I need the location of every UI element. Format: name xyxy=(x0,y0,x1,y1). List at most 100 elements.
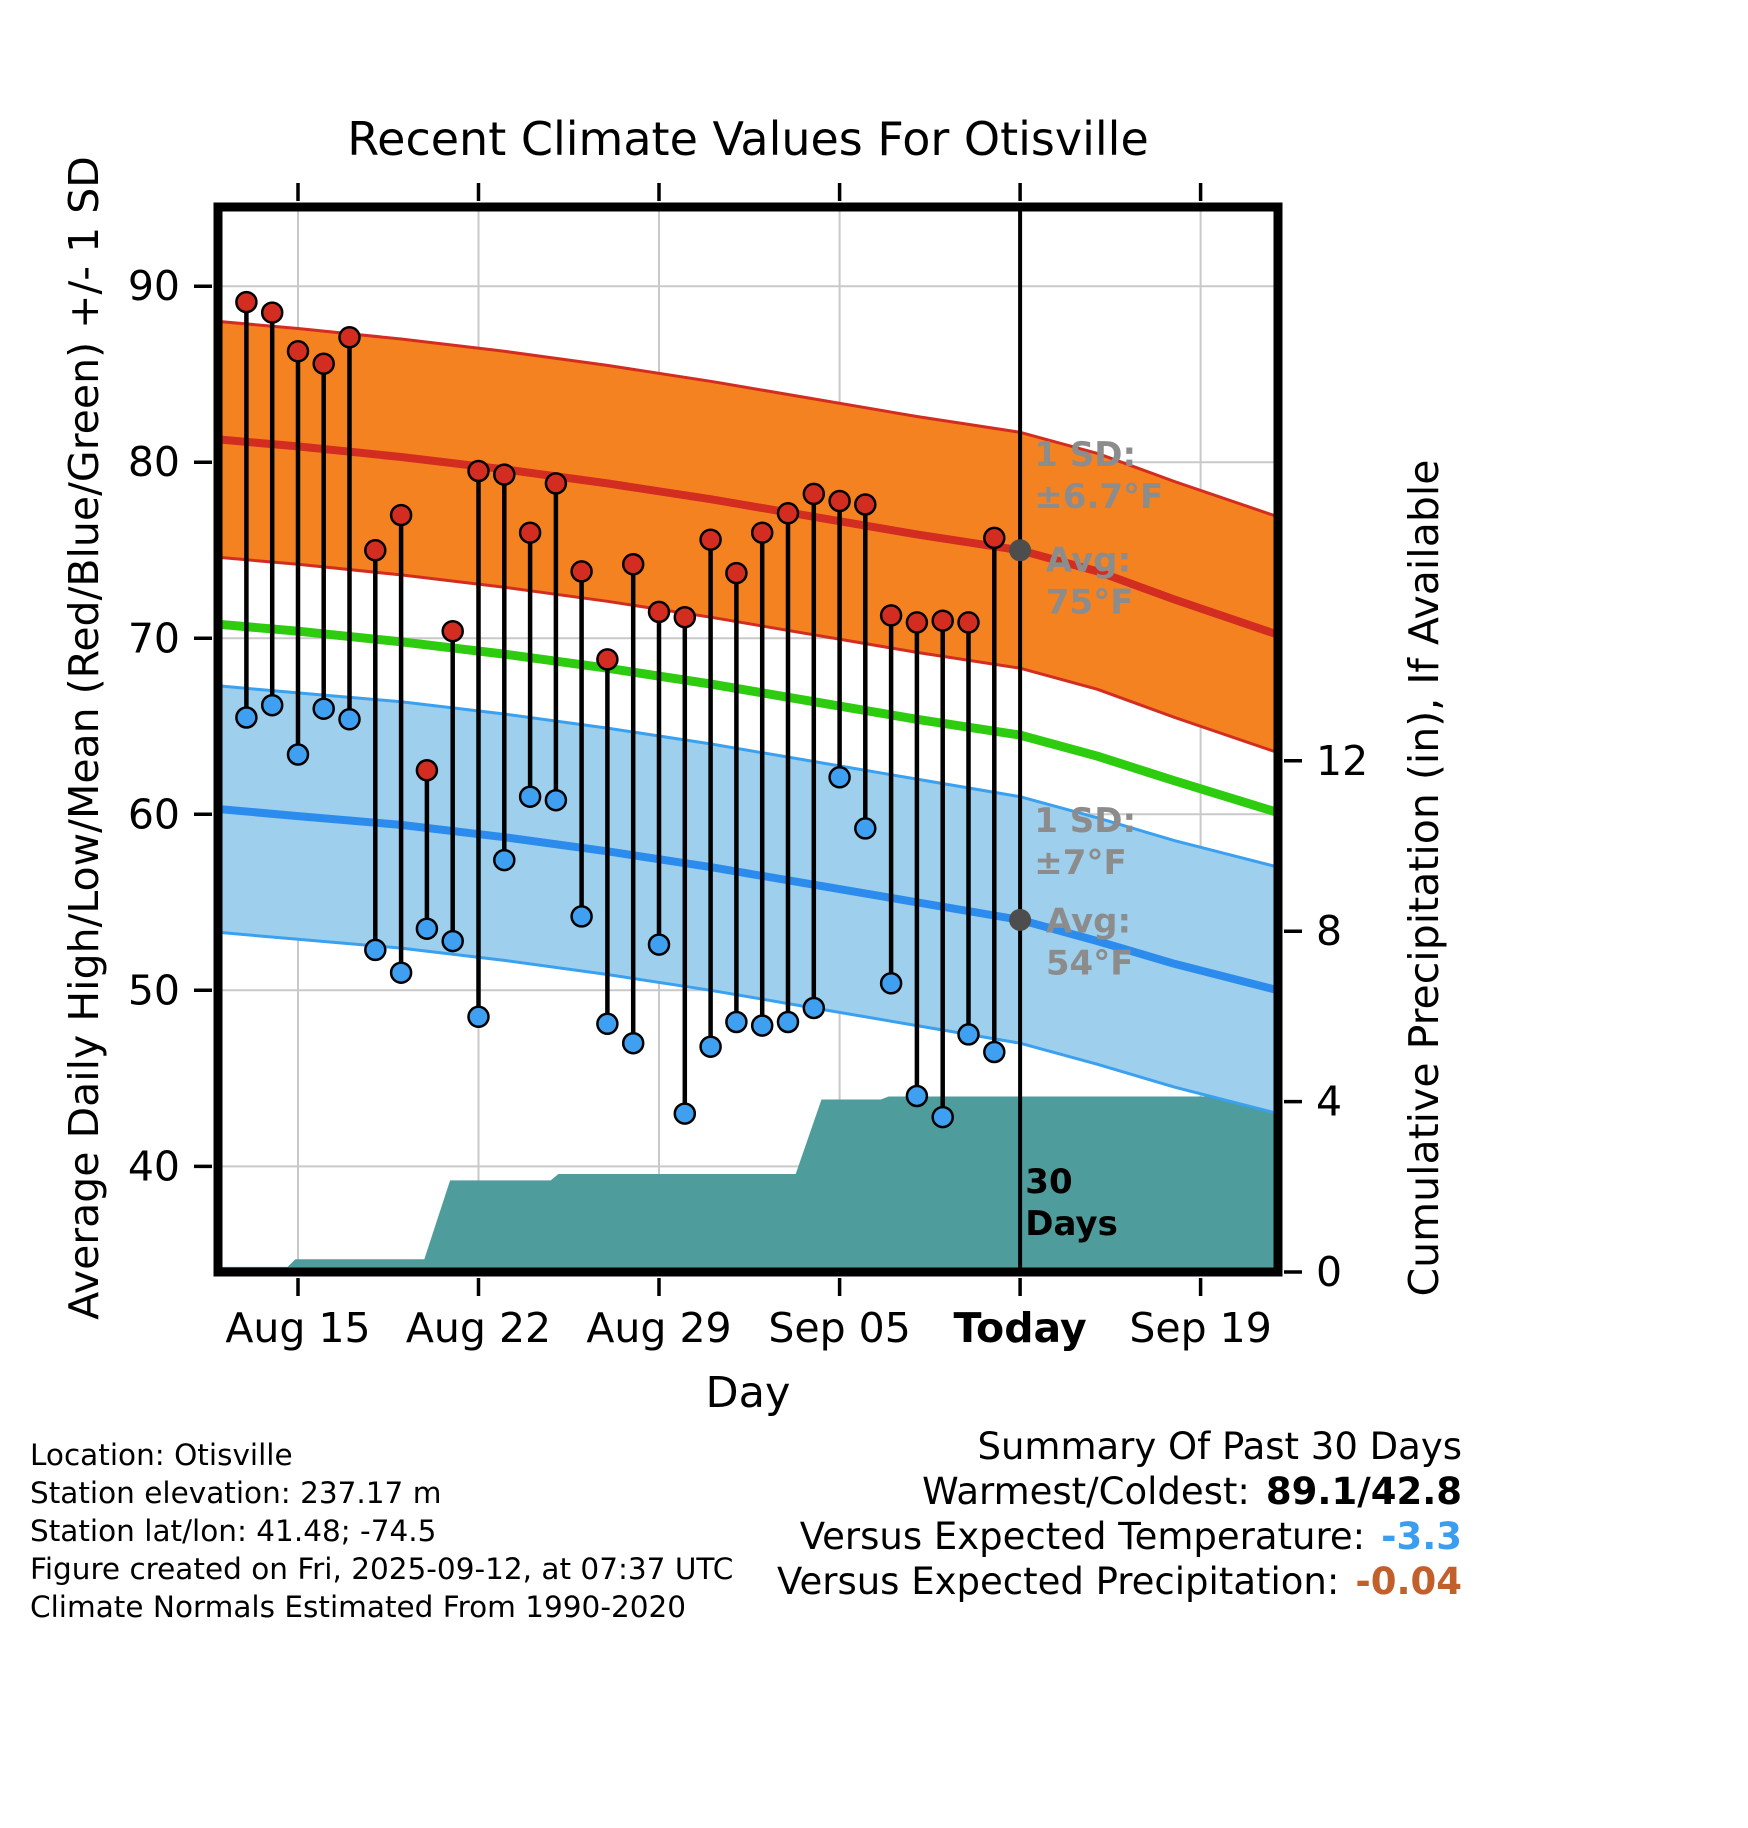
daily-low-dot xyxy=(493,848,516,872)
low-sd-band xyxy=(218,685,1278,1114)
y-axis-label-right: Cumulative Precipitation (in), If Availa… xyxy=(1400,459,1448,1297)
daily-high-dot xyxy=(621,553,645,576)
daily-low-dot xyxy=(312,697,335,720)
daily-high-dot xyxy=(235,290,258,314)
x-tick-label: Aug 22 xyxy=(406,1304,551,1352)
plot-annotation: 1 SD: xyxy=(1034,435,1136,475)
summary-row-warmest-coldest: Warmest/Coldest: 89.1/42.8 xyxy=(777,1469,1462,1514)
x-tick-label: Sep 19 xyxy=(1129,1304,1271,1352)
daily-low-dot xyxy=(596,1012,619,1036)
daily-high-dot xyxy=(699,528,722,551)
y-tick-label: 80 xyxy=(128,438,180,486)
daily-low-dot xyxy=(725,1010,748,1034)
daily-high-dot xyxy=(854,493,877,516)
plot-annotation: Avg: xyxy=(1046,540,1131,580)
summary-value-2: -0.04 xyxy=(1355,1560,1462,1603)
precip-tick-label: 8 xyxy=(1316,907,1342,955)
daily-high-dot xyxy=(441,619,464,643)
avg-marker-dot xyxy=(1009,908,1032,931)
daily-high-dot xyxy=(776,502,800,525)
daily-low-dot xyxy=(647,933,671,956)
precip-tick-label: 12 xyxy=(1316,737,1368,785)
summary-label: Warmest/Coldest: xyxy=(922,1470,1250,1513)
y-axis-label-left: Average Daily High/Low/Mean (Red/Blue/Gr… xyxy=(60,156,108,1320)
y-tick-label: 60 xyxy=(128,790,180,838)
daily-low-dot xyxy=(750,1014,774,1037)
daily-low-dot xyxy=(415,917,439,940)
summary-row-vs-precipitation: Versus Expected Precipitation: -0.04 xyxy=(777,1559,1462,1604)
high-band-upper-edge xyxy=(216,319,1280,519)
page-title: Recent Climate Values For Otisville xyxy=(347,112,1149,166)
summary-block: Summary Of Past 30 Days Warmest/Coldest:… xyxy=(777,1424,1462,1604)
daily-high-dot xyxy=(983,526,1006,550)
daily-low-dot xyxy=(260,693,284,717)
x-axis-label: Day xyxy=(705,1368,791,1418)
daily-high-dot xyxy=(750,521,774,544)
daily-low-dot xyxy=(854,817,877,840)
daily-high-dot xyxy=(647,600,671,624)
daily-high-dot xyxy=(338,326,361,349)
daily-low-dot xyxy=(931,1105,954,1129)
y-tick-label: 50 xyxy=(128,966,180,1014)
plot-annotation: ±6.7°F xyxy=(1034,477,1163,517)
high-mean-line xyxy=(214,435,1282,639)
daily-high-dot xyxy=(312,352,335,375)
daily-low-dot xyxy=(389,961,413,984)
daily-high-dot xyxy=(931,609,954,632)
plot-annotation: 54°F xyxy=(1046,943,1134,983)
avg-marker-dot xyxy=(1009,539,1032,562)
plot-annotation: 30 xyxy=(1025,1162,1072,1202)
daily-low-dot xyxy=(776,1010,800,1034)
y-tick-label: 40 xyxy=(128,1142,180,1190)
daily-low-dot xyxy=(621,1031,645,1055)
daily-low-dot xyxy=(957,1023,980,1046)
station-latlon-line: Station lat/lon: 41.48; -74.5 xyxy=(30,1514,437,1548)
daily-low-dot xyxy=(518,785,542,808)
daily-high-dot xyxy=(596,648,619,671)
daily-high-dot xyxy=(286,340,310,363)
station-info-block: Location: Otisville Station elevation: 2… xyxy=(30,1436,733,1626)
daily-high-dot xyxy=(879,604,903,627)
x-tick-label: Sep 05 xyxy=(768,1304,910,1352)
daily-low-dot xyxy=(802,996,826,1020)
y-tick-label: 70 xyxy=(128,614,180,662)
x-tick-label: Today xyxy=(954,1304,1087,1352)
daily-low-dot xyxy=(828,766,851,789)
daily-low-dot xyxy=(879,972,903,995)
station-elevation-line: Station elevation: 237.17 m xyxy=(30,1476,442,1510)
daily-high-dot xyxy=(260,301,284,324)
daily-low-dot xyxy=(467,1005,490,1029)
daily-high-dot xyxy=(364,539,387,562)
precip-tick-label: 0 xyxy=(1316,1248,1342,1296)
daily-low-dot xyxy=(570,905,593,928)
daily-low-dot xyxy=(235,706,258,729)
daily-low-dot xyxy=(286,743,310,766)
high-sd-band xyxy=(218,321,1278,753)
daily-high-dot xyxy=(802,482,826,506)
daily-high-dot xyxy=(467,459,490,483)
plot-annotation: ±7°F xyxy=(1034,843,1126,883)
plot-annotation: Avg: xyxy=(1046,901,1131,941)
daily-high-dot xyxy=(828,489,851,513)
plot-border xyxy=(213,202,1283,1277)
daily-low-dot xyxy=(441,929,464,953)
precip-tick-label: 4 xyxy=(1316,1078,1342,1126)
summary-label: Versus Expected Temperature: xyxy=(799,1515,1366,1558)
daily-high-dot xyxy=(673,605,697,629)
daily-low-dot xyxy=(364,938,387,962)
summary-value-0: 89.1/42.8 xyxy=(1265,1470,1462,1513)
daily-low-dot xyxy=(544,788,568,812)
precip-area xyxy=(218,1096,1278,1272)
daily-low-dot xyxy=(338,708,361,731)
summary-value-1: -3.3 xyxy=(1381,1515,1462,1558)
daily-low-dot xyxy=(983,1040,1006,1064)
daily-high-dot xyxy=(544,472,568,495)
x-tick-label: Aug 29 xyxy=(586,1304,731,1352)
station-location-line: Location: Otisville xyxy=(30,1438,293,1472)
daily-high-dot xyxy=(725,561,748,585)
summary-label: Versus Expected Precipitation: xyxy=(777,1560,1340,1603)
daily-high-dot xyxy=(518,521,542,544)
plot-annotation: 75°F xyxy=(1046,582,1134,622)
